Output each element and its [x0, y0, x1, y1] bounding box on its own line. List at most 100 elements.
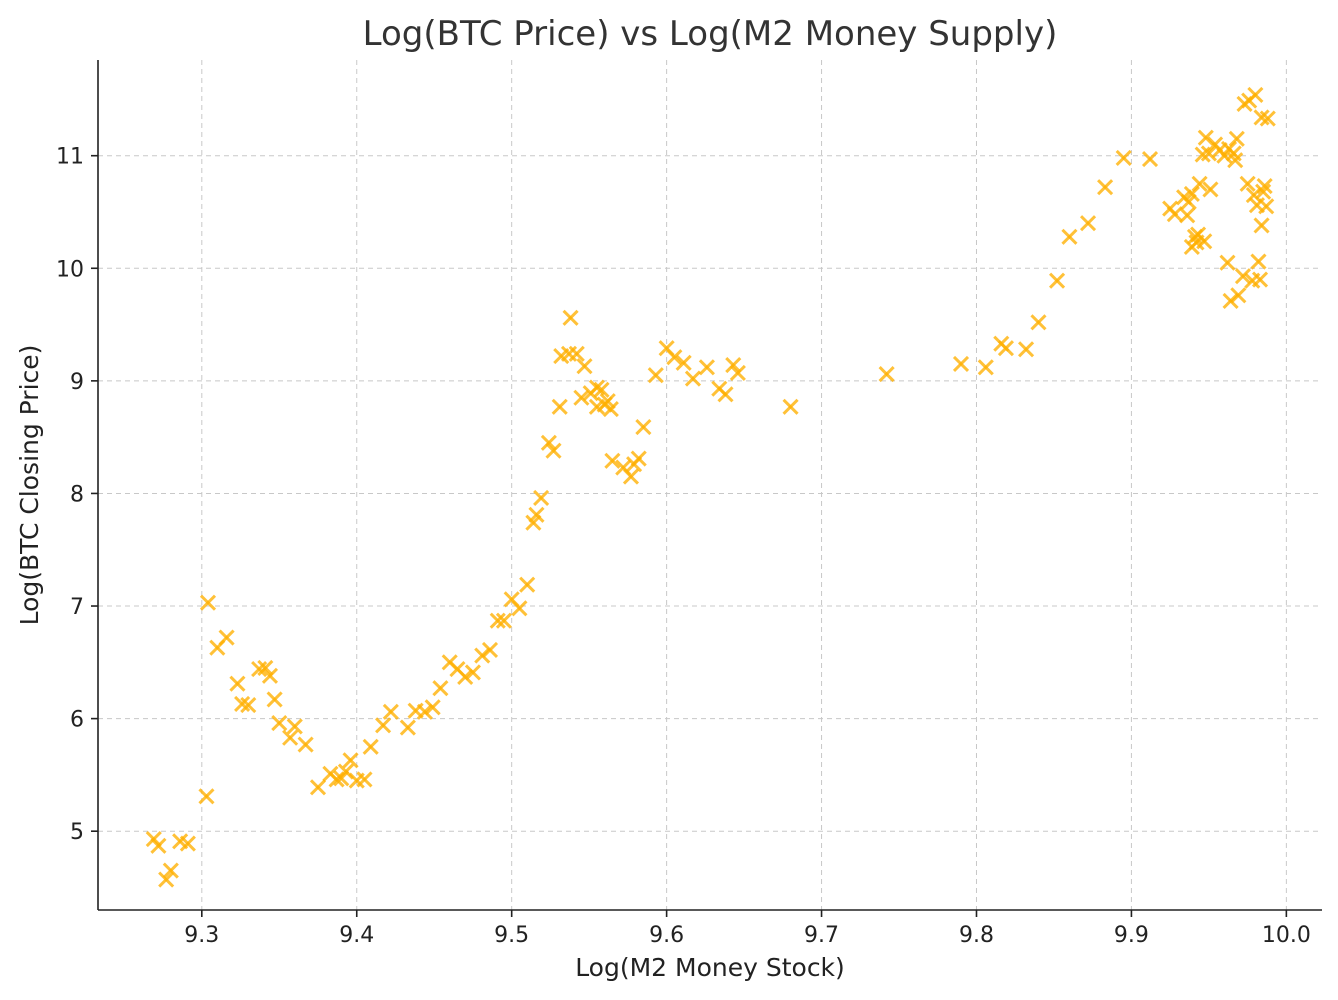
data-point — [1018, 341, 1035, 358]
data-point — [489, 612, 506, 629]
data-point — [576, 358, 593, 375]
data-point — [261, 667, 279, 684]
data-point — [229, 675, 246, 692]
data-point — [416, 703, 433, 720]
data-point — [286, 718, 303, 735]
data-point — [1247, 86, 1264, 103]
data-point — [218, 629, 235, 646]
data-point — [593, 381, 610, 398]
data-point — [1141, 151, 1159, 168]
data-point — [495, 612, 512, 629]
data-point — [725, 357, 742, 374]
data-point — [158, 871, 175, 888]
data-point — [1200, 145, 1217, 162]
data-point — [528, 506, 545, 523]
data-point — [952, 355, 970, 373]
data-point — [199, 594, 217, 611]
data-point — [1234, 268, 1252, 285]
data-point — [1197, 129, 1214, 146]
data-point — [568, 345, 585, 362]
chart-title: Log(BTC Price) vs Log(M2 Money Supply) — [363, 14, 1058, 54]
data-point — [424, 699, 441, 716]
data-point — [362, 738, 379, 755]
data-point — [162, 862, 179, 879]
x-tick-label: 10.0 — [1262, 923, 1311, 948]
x-tick-label: 9.4 — [339, 923, 374, 948]
data-point — [1202, 181, 1219, 198]
data-point — [1183, 185, 1200, 203]
x-axis-ticks: 9.3 9.4 9.5 9.6 9.7 9.8 9.9 10.0 — [184, 910, 1311, 948]
data-point — [647, 367, 664, 384]
y-axis-ticks: 5 6 7 8 9 10 11 — [56, 145, 98, 845]
data-point — [698, 359, 715, 376]
data-point — [717, 386, 734, 403]
y-axis-label: Log(BTC Closing Price) — [15, 345, 44, 626]
y-tick-label: 5 — [70, 820, 84, 845]
data-point — [382, 703, 399, 720]
x-tick-label: 9.7 — [804, 923, 839, 948]
data-point — [309, 779, 327, 796]
y-tick-label: 8 — [70, 482, 84, 507]
data-point — [1079, 215, 1097, 232]
data-point — [1191, 175, 1208, 192]
data-point — [511, 600, 528, 617]
data-point — [1250, 253, 1267, 270]
data-point — [1179, 207, 1196, 224]
data-point — [1258, 198, 1275, 215]
data-point — [150, 837, 167, 854]
data-point — [457, 668, 474, 686]
data-point — [1230, 287, 1247, 304]
data-point — [729, 364, 746, 382]
data-point — [997, 340, 1014, 357]
data-point — [356, 771, 373, 788]
data-point — [588, 379, 605, 396]
data-point — [481, 641, 499, 658]
data-point — [342, 752, 359, 769]
data-point — [1228, 130, 1245, 147]
data-points — [145, 86, 1276, 888]
data-point — [635, 418, 652, 436]
y-tick-label: 6 — [70, 708, 84, 733]
x-tick-label: 9.8 — [959, 923, 994, 948]
y-tick-label: 10 — [56, 257, 84, 282]
data-point — [1227, 152, 1244, 169]
x-axis-label: Log(M2 Money Stock) — [575, 953, 845, 982]
data-point — [375, 717, 392, 734]
data-point — [198, 788, 215, 805]
data-point — [399, 719, 416, 736]
data-point — [1030, 314, 1047, 331]
data-point — [562, 309, 579, 326]
data-point — [1196, 233, 1213, 250]
axes — [97, 60, 1322, 911]
data-point — [1115, 149, 1132, 167]
data-point — [257, 659, 274, 677]
data-point — [1048, 272, 1066, 289]
data-point — [573, 389, 590, 406]
data-point — [604, 452, 621, 469]
data-point — [1255, 183, 1272, 200]
data-point — [1256, 178, 1273, 195]
data-point — [533, 489, 550, 507]
data-point — [540, 434, 557, 451]
data-point — [602, 400, 619, 418]
data-point — [782, 398, 799, 415]
grid — [98, 60, 1322, 910]
data-point — [878, 366, 895, 383]
data-point — [1219, 254, 1236, 271]
data-point — [271, 715, 288, 732]
data-point — [432, 680, 449, 697]
data-point — [666, 349, 683, 366]
data-point — [240, 697, 257, 714]
data-point — [297, 736, 314, 753]
x-tick-label: 9.5 — [494, 923, 529, 948]
data-point — [1097, 179, 1114, 196]
y-tick-label: 7 — [70, 595, 84, 620]
x-tick-label: 9.9 — [1114, 923, 1149, 948]
data-point — [179, 835, 196, 852]
y-tick-label: 11 — [56, 145, 84, 170]
data-point — [551, 398, 568, 415]
data-point — [684, 370, 702, 387]
data-point — [1251, 271, 1269, 288]
data-point — [545, 442, 562, 459]
